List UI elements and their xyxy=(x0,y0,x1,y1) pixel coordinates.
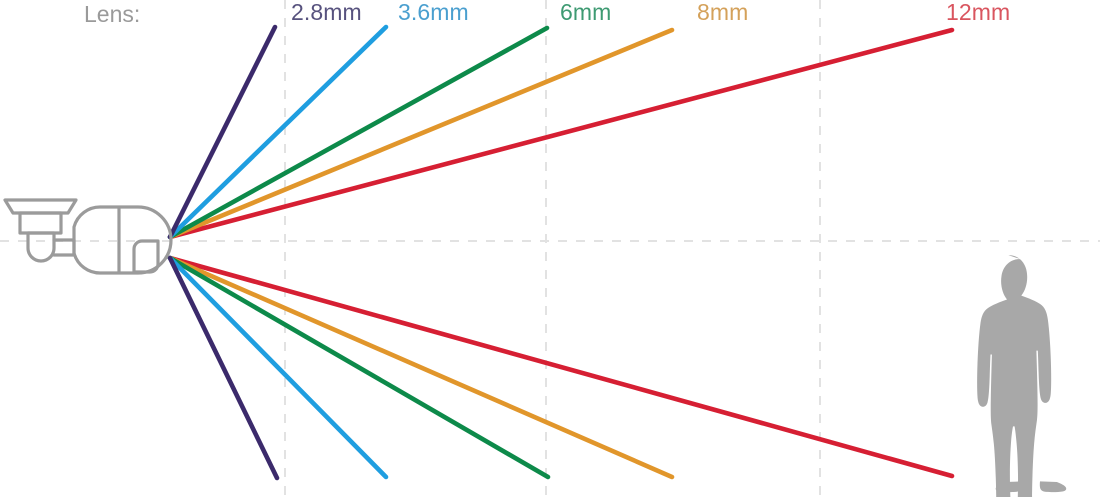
fov-ray-8mm-lower xyxy=(167,255,675,480)
fov-ray-12mm-lower xyxy=(167,255,955,479)
lens-label-3.6mm: 3.6mm xyxy=(398,0,469,25)
camera-body xyxy=(72,205,173,275)
fov-ray-6mm-upper xyxy=(167,25,550,240)
fov-ray-2.8mm-upper xyxy=(167,24,278,240)
camera-arm xyxy=(52,238,76,257)
lens-caption-label: Lens: xyxy=(84,1,141,27)
fov-ray-8mm-upper xyxy=(167,27,675,240)
lens-label-6mm: 6mm xyxy=(560,0,612,25)
fov-ray-6mm-lower xyxy=(167,255,551,480)
fov-ray-3.6mm-lower xyxy=(167,255,389,480)
person-silhouette xyxy=(977,255,1067,497)
bullet-camera-icon xyxy=(3,198,173,275)
camera-pivot-joint xyxy=(26,231,56,263)
camera-mount-neck xyxy=(18,211,63,235)
lens-label-12mm: 12mm xyxy=(946,0,1011,25)
lens-label-8mm: 8mm xyxy=(697,0,749,25)
camera-mount-plate xyxy=(3,198,78,215)
lens-label-2.8mm: 2.8mm xyxy=(291,0,362,25)
fov-ray-12mm-upper xyxy=(167,27,955,240)
camera-lens-plate xyxy=(132,239,160,274)
fov-rays xyxy=(167,24,955,481)
person-shape xyxy=(977,255,1052,497)
fov-ray-3.6mm-upper xyxy=(167,24,389,240)
person-shoe xyxy=(995,481,1023,493)
person-shoe xyxy=(1039,481,1067,493)
fov-ray-2.8mm-lower xyxy=(167,255,280,481)
